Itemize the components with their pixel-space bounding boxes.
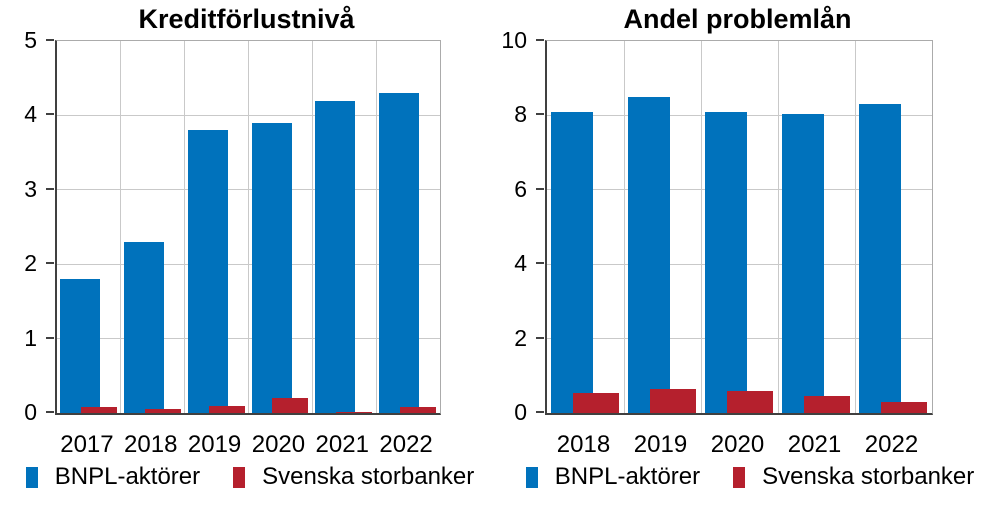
chart-credit-loss-level: Kreditförlustnivå BNPL-aktörer Svenska st… xyxy=(0,4,500,492)
y-axis-tick-label: 10 xyxy=(501,27,527,53)
bar-bnpl xyxy=(60,279,100,413)
y-axis-tick-mark xyxy=(536,39,544,41)
legend-swatch-bnpl xyxy=(25,466,38,488)
chart-title: Andel problemlån xyxy=(623,4,852,34)
x-axis-tick-label: 2021 xyxy=(787,431,842,458)
x-axis-tick-label: 2017 xyxy=(60,431,114,458)
legend-label: Svenska storbanker xyxy=(262,463,475,490)
plot-area xyxy=(55,40,441,415)
bar-storbanker xyxy=(80,407,117,413)
bar-bnpl xyxy=(782,113,824,413)
y-axis-tick-mark xyxy=(46,113,54,116)
legend-label: Svenska storbanker xyxy=(762,463,975,490)
legend-item-bnpl: BNPL-aktörer xyxy=(525,463,701,491)
bar-storbanker xyxy=(144,409,181,413)
chart-problem-loans-share: Andel problemlån BNPL-aktörer Svenska sto… xyxy=(500,0,1000,505)
bar-storbanker xyxy=(881,401,927,413)
x-axis-tick-label: 2022 xyxy=(379,431,433,458)
y-axis-tick-mark xyxy=(46,39,54,41)
vertical-gridline xyxy=(700,41,702,413)
bar-bnpl xyxy=(251,122,292,413)
bar-storbanker xyxy=(272,398,309,413)
y-axis-tick-label: 0 xyxy=(24,399,37,425)
bar-storbanker xyxy=(804,396,850,413)
y-axis-tick-mark xyxy=(536,187,544,190)
vertical-gridline xyxy=(777,41,779,413)
legend-item-storbanker: Svenska storbanker xyxy=(733,463,974,491)
y-axis-tick-mark xyxy=(46,336,54,339)
bar-storbanker xyxy=(727,390,773,413)
vertical-gridline xyxy=(120,41,122,413)
x-axis-tick-label: 2020 xyxy=(251,431,306,458)
y-axis-tick-label: 0 xyxy=(514,399,527,425)
y-axis-tick-label: 6 xyxy=(514,175,527,202)
y-axis-tick-label: 1 xyxy=(24,324,37,351)
bar-bnpl xyxy=(187,130,228,413)
x-axis-tick-label: 2018 xyxy=(124,431,178,458)
vertical-gridline xyxy=(184,41,186,413)
bar-storbanker xyxy=(573,392,619,413)
legend-item-storbanker: Svenska storbanker xyxy=(233,463,474,491)
vertical-gridline xyxy=(311,41,313,413)
legend-label: BNPL-aktörer xyxy=(554,463,701,490)
bar-bnpl xyxy=(123,241,164,413)
bar-bnpl xyxy=(315,100,356,413)
bar-bnpl xyxy=(551,111,593,413)
legend-swatch-bnpl xyxy=(525,466,538,488)
legend-swatch-storbanker xyxy=(733,466,746,488)
legend-label: BNPL-aktörer xyxy=(54,463,201,490)
y-axis-tick-label: 2 xyxy=(514,324,527,351)
y-axis-tick-mark xyxy=(46,187,54,190)
x-axis-tick-label: 2018 xyxy=(556,431,611,458)
vertical-gridline xyxy=(623,41,625,413)
y-axis-tick-mark xyxy=(46,262,54,265)
x-axis-tick-label: 2022 xyxy=(864,431,919,458)
legend-item-bnpl: BNPL-aktörer xyxy=(25,463,201,491)
y-axis-tick-label: 4 xyxy=(24,101,37,128)
bar-storbanker xyxy=(400,407,436,413)
legend: BNPL-aktörer Svenska storbanker xyxy=(500,462,1000,492)
x-axis-tick-label: 2021 xyxy=(315,431,369,458)
legend-swatch-storbanker xyxy=(233,466,246,488)
legend: BNPL-aktörer Svenska storbanker xyxy=(0,462,500,492)
x-axis-tick-label: 2019 xyxy=(633,431,688,458)
y-axis-tick-label: 8 xyxy=(514,101,527,128)
bar-bnpl xyxy=(859,104,901,413)
y-axis-tick-label: 4 xyxy=(514,250,527,277)
y-axis-tick-mark xyxy=(536,411,544,413)
bar-bnpl xyxy=(379,93,420,413)
x-axis-tick-label: 2020 xyxy=(710,431,765,458)
chart-title: Kreditförlustnivå xyxy=(138,4,355,34)
y-axis-tick-mark xyxy=(46,411,54,413)
bar-storbanker xyxy=(650,388,696,413)
y-axis-tick-label: 3 xyxy=(24,175,37,202)
plot-area xyxy=(545,40,933,415)
vertical-gridline xyxy=(248,41,249,413)
y-axis-tick-label: 2 xyxy=(24,250,37,277)
x-axis-tick-label: 2019 xyxy=(187,431,242,458)
bar-bnpl xyxy=(628,96,670,413)
bar-storbanker xyxy=(336,411,373,413)
y-axis-tick-mark xyxy=(536,262,544,265)
vertical-gridline xyxy=(375,41,377,413)
y-axis-tick-label: 5 xyxy=(24,27,37,53)
y-axis-tick-mark xyxy=(536,113,544,116)
bar-bnpl xyxy=(705,111,747,413)
bar-storbanker xyxy=(208,406,245,413)
vertical-gridline xyxy=(854,41,856,413)
y-axis-tick-mark xyxy=(536,336,544,339)
